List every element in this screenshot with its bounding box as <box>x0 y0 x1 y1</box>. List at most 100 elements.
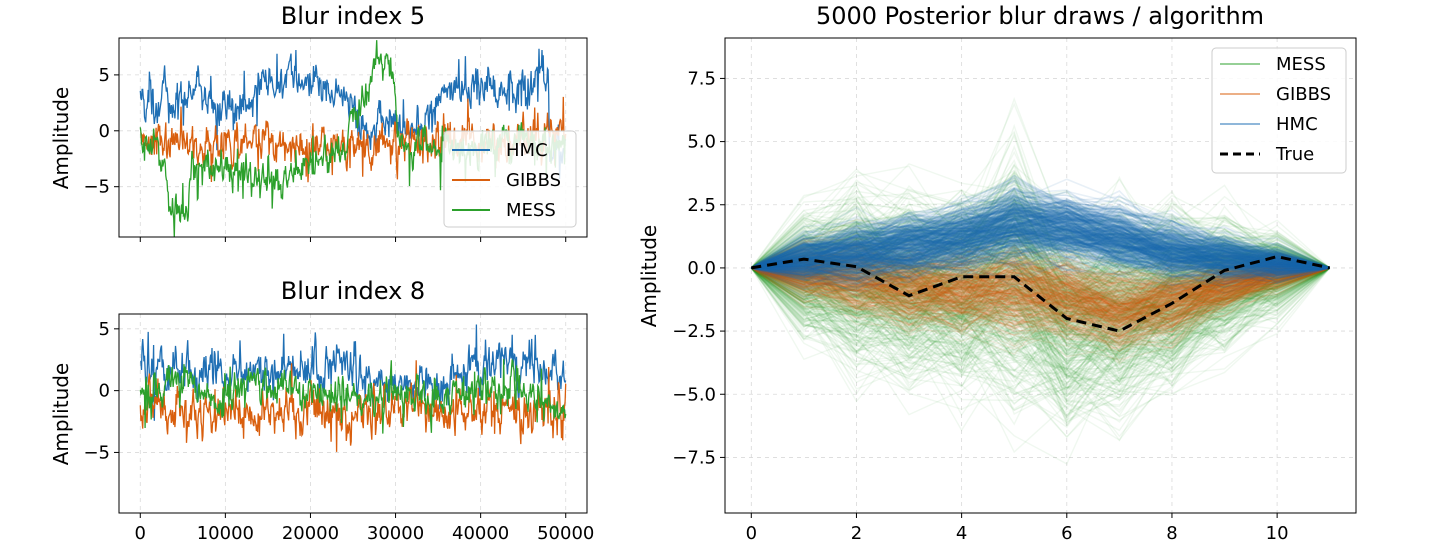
draw-line <box>751 241 1330 346</box>
draw-line <box>751 224 1330 327</box>
draw-line <box>751 238 1330 336</box>
draw-line <box>750 193 1330 325</box>
draw-line <box>750 196 1330 269</box>
draw-line <box>751 245 1330 287</box>
draw-line <box>751 241 1330 287</box>
draw-line <box>750 250 1331 388</box>
draw-line <box>751 242 1330 319</box>
draw-line <box>750 267 1330 338</box>
draw-line <box>751 267 1330 344</box>
draw-line <box>751 205 1330 269</box>
draw-line <box>751 202 1331 269</box>
draw-line <box>751 259 1330 313</box>
draw-line <box>750 256 1330 298</box>
draw-line <box>751 216 1331 313</box>
draw-line <box>750 267 1331 406</box>
draw-line <box>751 248 1330 311</box>
draw-line <box>750 267 1330 442</box>
draw-line <box>751 233 1330 276</box>
draw-line <box>751 267 1330 337</box>
draw-line <box>750 267 1331 372</box>
draw-line <box>751 218 1330 269</box>
draw-line <box>751 201 1330 304</box>
draw-line <box>751 243 1330 313</box>
draw-line <box>750 267 1330 379</box>
draw-line <box>751 216 1330 322</box>
draw-line <box>751 223 1330 269</box>
draw-line <box>751 267 1330 343</box>
draw-line <box>751 238 1330 279</box>
draw-line <box>751 179 1330 269</box>
draw-line <box>751 267 1330 332</box>
draw-line <box>751 250 1330 325</box>
draw-line <box>750 253 1330 371</box>
draw-line <box>750 267 1330 392</box>
draw-line <box>751 267 1331 349</box>
draw-line <box>751 226 1330 271</box>
draw-line <box>750 223 1330 288</box>
draw-line <box>751 204 1330 269</box>
draw-line <box>750 267 1331 372</box>
draw-line <box>750 227 1330 334</box>
draw-line <box>751 218 1330 271</box>
draw-line <box>751 190 1330 269</box>
draw-line <box>751 267 1330 328</box>
draw-line <box>750 267 1330 362</box>
draw-line <box>751 247 1330 360</box>
draw-line <box>750 267 1331 369</box>
draw-line <box>751 208 1330 269</box>
draw-line <box>751 221 1330 272</box>
draw-line <box>751 261 1330 321</box>
draw-line <box>751 251 1330 340</box>
draw-line <box>751 206 1330 269</box>
draw-line <box>751 189 1330 269</box>
draw-line <box>751 240 1330 291</box>
draw-line <box>751 222 1330 269</box>
trace-gibbs <box>139 360 567 452</box>
draw-line <box>751 267 1330 328</box>
draw-line <box>751 205 1330 281</box>
draw-line <box>751 220 1330 269</box>
draw-line <box>750 267 1330 363</box>
draw-line <box>750 267 1330 391</box>
draw-line <box>751 227 1330 278</box>
draw-line <box>751 185 1330 282</box>
draw-line <box>750 236 1330 332</box>
draw-line <box>751 187 1330 269</box>
draw-line <box>751 260 1330 324</box>
draw-line <box>751 215 1330 280</box>
draw-line <box>751 226 1330 310</box>
draw-line <box>751 174 1330 348</box>
draw-line <box>750 267 1330 365</box>
draw-line <box>751 264 1330 326</box>
draw-line <box>751 229 1330 272</box>
draw-line <box>751 267 1330 323</box>
draw-line <box>751 204 1330 269</box>
draw-line <box>751 214 1330 271</box>
draw-line <box>751 265 1330 317</box>
draw-line <box>751 265 1330 334</box>
draw-line <box>751 229 1330 270</box>
draw-line <box>750 204 1330 272</box>
draw-line <box>751 259 1330 308</box>
draw-line <box>751 225 1330 276</box>
draw-line <box>751 236 1330 323</box>
draw-line <box>750 174 1330 269</box>
draw-line <box>751 230 1330 272</box>
draw-line <box>751 235 1330 315</box>
draw-line <box>751 241 1330 283</box>
draw-line <box>751 243 1330 287</box>
draw-line <box>751 228 1330 273</box>
draw-line <box>751 236 1330 293</box>
draw-line <box>751 251 1330 327</box>
draw-line <box>751 232 1330 302</box>
draw-line <box>751 216 1330 269</box>
draw-line <box>751 245 1330 299</box>
draw-line <box>751 249 1330 381</box>
draw-line <box>750 267 1331 398</box>
draw-line <box>751 266 1330 364</box>
draw-line <box>751 175 1330 313</box>
draw-line <box>751 267 1330 315</box>
draw-line <box>751 267 1331 345</box>
draw-line <box>751 248 1330 337</box>
